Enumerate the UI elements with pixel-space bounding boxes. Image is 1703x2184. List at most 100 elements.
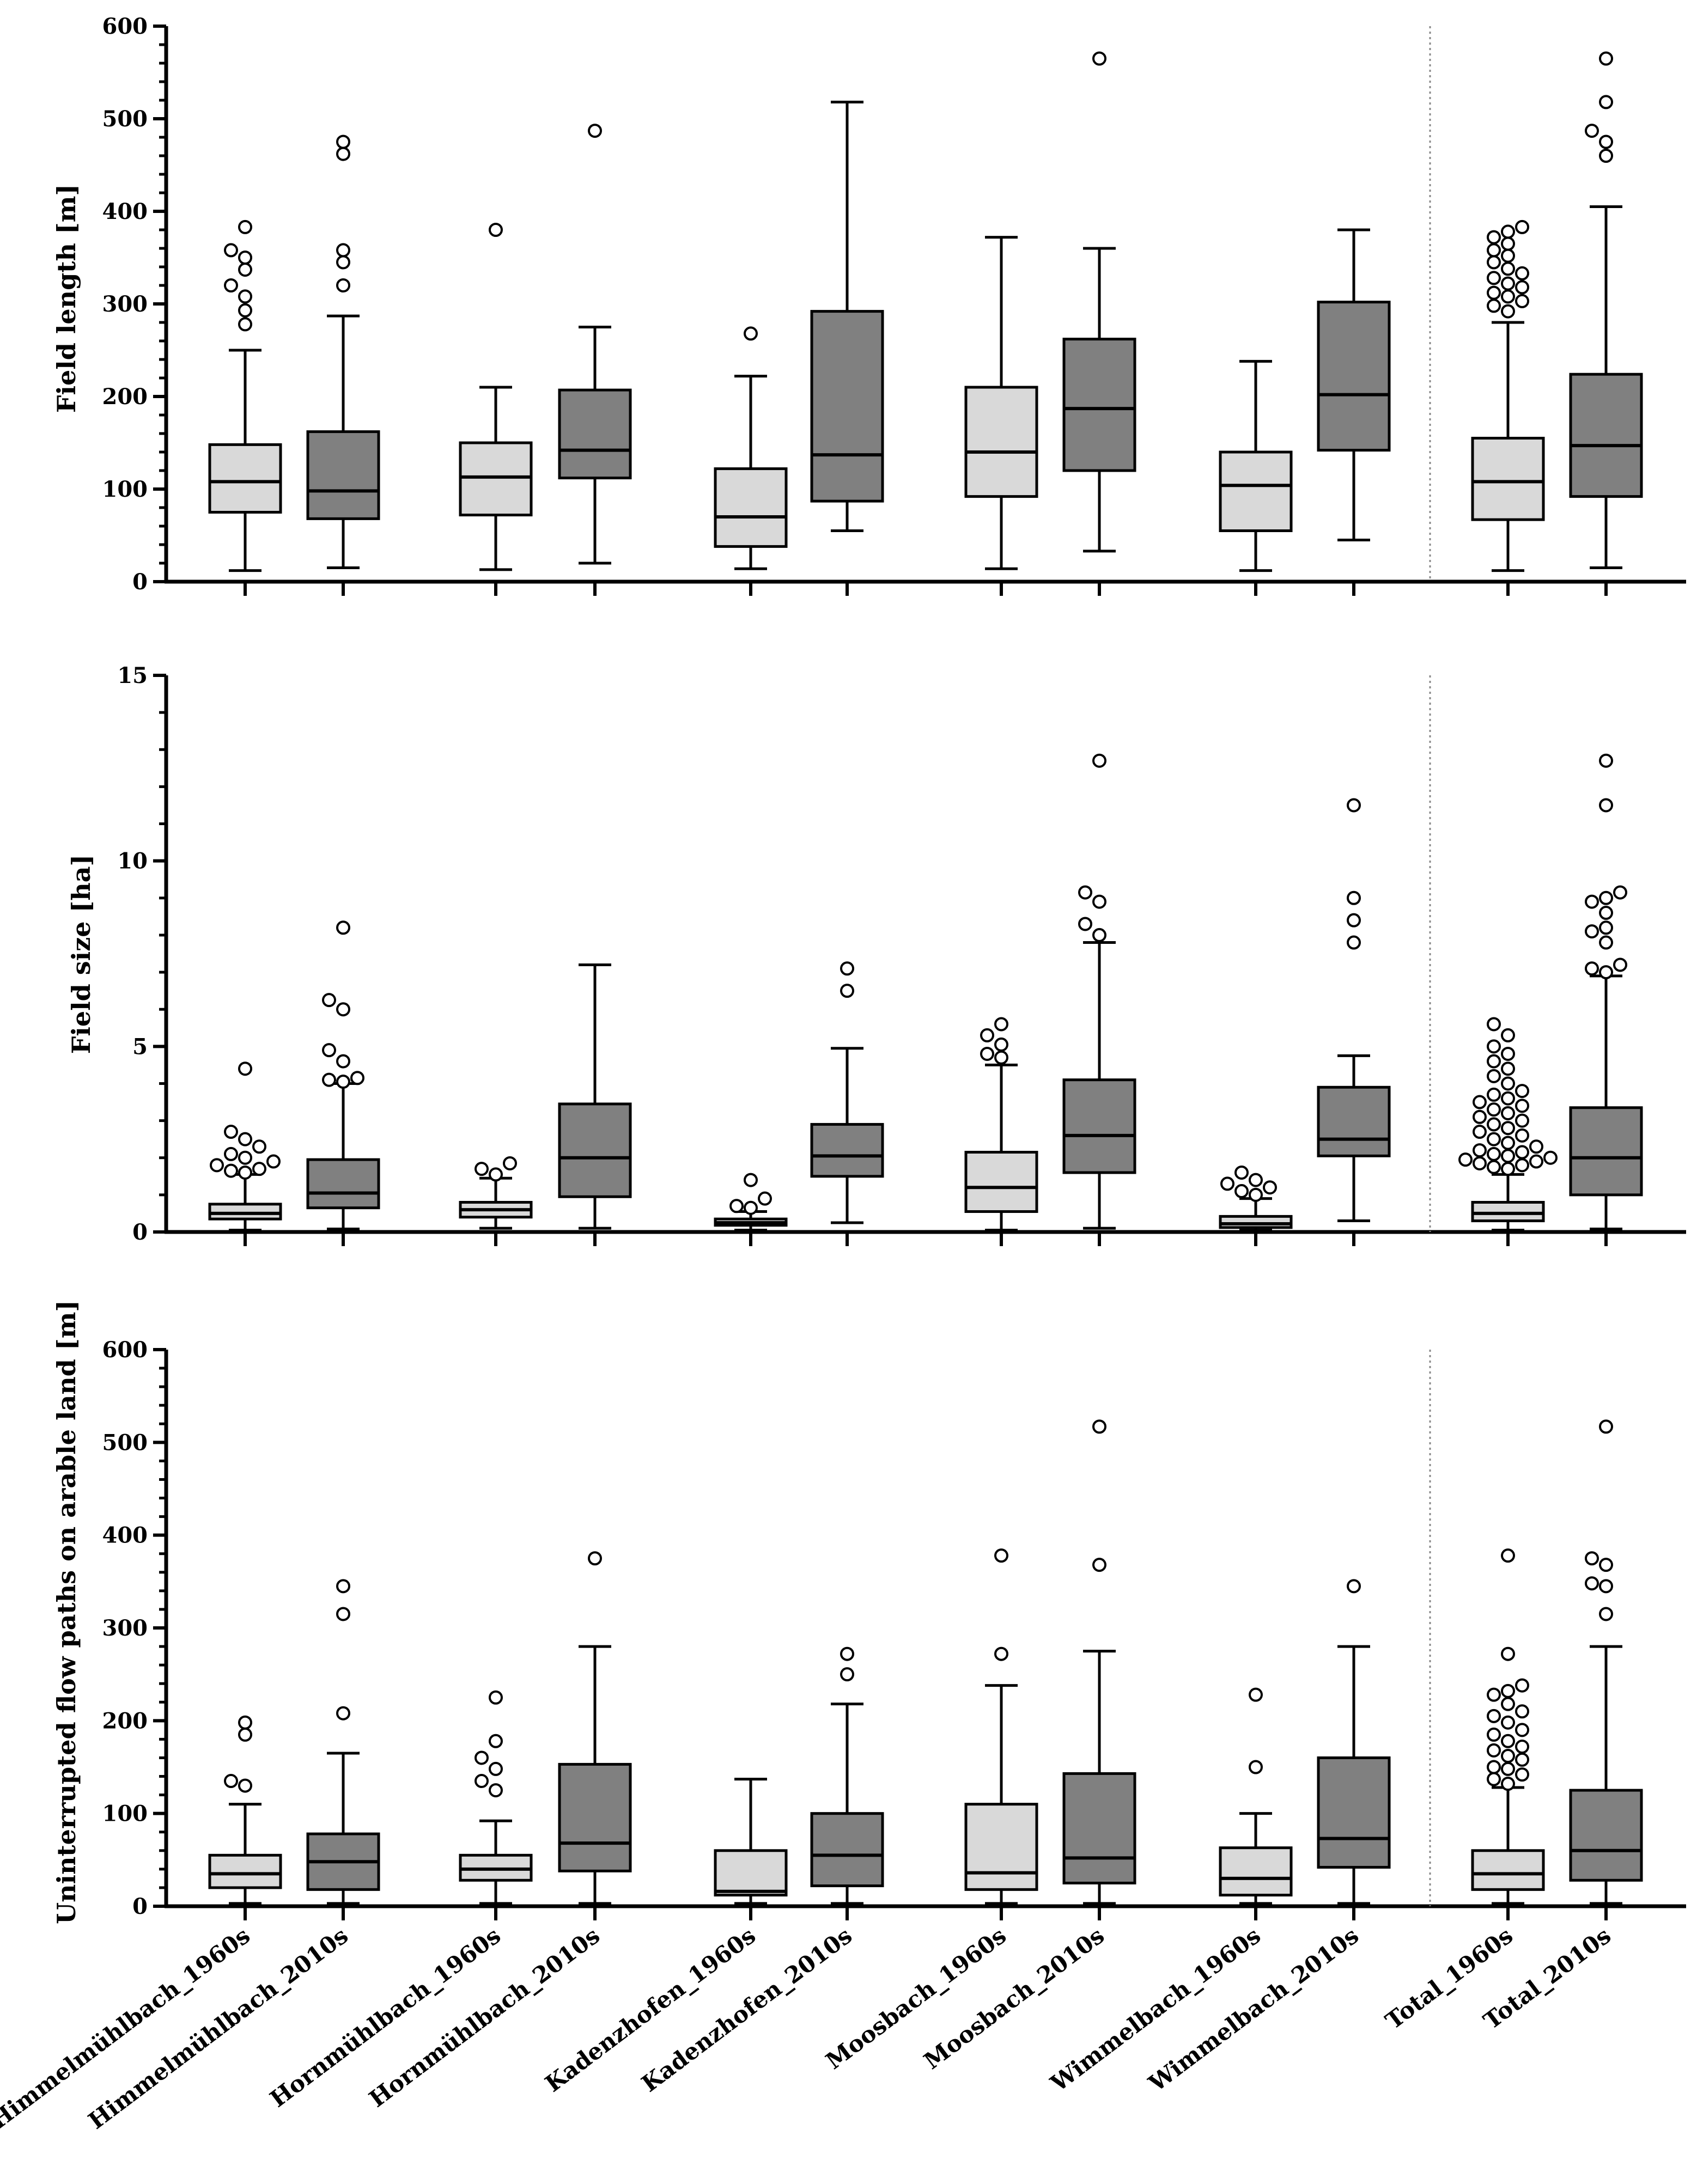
outlier-point <box>322 1072 336 1087</box>
outlier-point <box>336 255 350 270</box>
box-iqr <box>1471 437 1545 521</box>
outlier-point <box>1487 1117 1501 1132</box>
outlier-point <box>1599 1607 1613 1621</box>
y-tick-label: 0 <box>132 1894 148 1919</box>
outlier-point <box>1092 928 1106 942</box>
outlier-point <box>238 1150 252 1165</box>
outlier-point <box>336 1579 350 1594</box>
y-tick-label: 200 <box>102 1708 148 1734</box>
box-iqr <box>810 1812 884 1888</box>
outlier-point <box>1515 1113 1529 1128</box>
outlier-point <box>1220 1176 1234 1191</box>
outlier-point <box>1092 1419 1106 1434</box>
y-tick-label: 600 <box>102 14 148 39</box>
outlier-point <box>1092 894 1106 909</box>
outlier-point <box>729 1199 744 1213</box>
outlier-point <box>980 1046 994 1061</box>
box-iqr <box>558 1762 632 1872</box>
outlier-point <box>1501 1106 1515 1120</box>
outlier-point <box>1249 1687 1263 1702</box>
outlier-point <box>1487 1039 1501 1054</box>
outlier-point <box>1092 753 1106 768</box>
outlier-point <box>1515 1099 1529 1113</box>
box-iqr <box>1219 1215 1293 1229</box>
box-iqr <box>1062 338 1136 472</box>
outlier-point <box>238 251 252 265</box>
outlier-point <box>1487 255 1501 270</box>
outlier-point <box>1585 1551 1599 1566</box>
outlier-point <box>588 1551 602 1566</box>
outlier-point <box>1515 1752 1529 1767</box>
outlier-point <box>475 1774 489 1789</box>
outlier-point <box>503 1156 517 1170</box>
outlier-point <box>1347 1579 1361 1594</box>
box-iqr <box>964 1803 1038 1891</box>
outlier-point <box>1487 1017 1501 1032</box>
outlier-point <box>1585 1576 1599 1591</box>
outlier-point <box>252 1162 266 1176</box>
field-length-panel: Field length [m] 0 100 200 300 400 500 600 <box>52 14 1686 596</box>
outlier-point <box>1599 1419 1613 1434</box>
y-tick-label: 15 <box>117 663 148 688</box>
outlier-point <box>224 1146 238 1161</box>
y-tick-label: 10 <box>117 849 148 874</box>
outlier-point <box>1585 894 1599 909</box>
outlier-point <box>758 1191 772 1206</box>
outlier-point <box>210 1158 224 1173</box>
outlier-point <box>1487 230 1501 245</box>
outlier-point <box>1487 1743 1501 1758</box>
outlier-point <box>1473 1156 1487 1170</box>
outlier-point <box>1473 1143 1487 1158</box>
y-tick-label: 0 <box>132 569 148 595</box>
outlier-point <box>1473 1095 1487 1109</box>
y-tick-label: 300 <box>102 1615 148 1641</box>
outlier-point <box>252 1139 266 1154</box>
outlier-point <box>336 147 350 161</box>
box-iqr <box>208 1203 282 1221</box>
outlier-point <box>1078 885 1092 900</box>
box-iqr <box>810 310 884 503</box>
y-tick-label: 400 <box>102 199 148 224</box>
outlier-point <box>1458 1152 1473 1167</box>
outlier-point <box>1599 906 1613 920</box>
box-iqr <box>714 467 788 548</box>
box-iqr <box>1219 1846 1293 1897</box>
outlier-point <box>1501 1734 1515 1748</box>
outlier-point <box>1501 1749 1515 1764</box>
outlier-point <box>1501 1697 1515 1711</box>
outlier-point <box>994 1017 1008 1032</box>
outlier-point <box>1092 1558 1106 1572</box>
outlier-point <box>1249 1187 1263 1202</box>
outlier-point <box>1515 266 1529 280</box>
outlier-point <box>238 219 252 234</box>
outlier-point <box>994 1037 1008 1052</box>
outlier-point <box>1515 1158 1529 1173</box>
outlier-point <box>322 993 336 1008</box>
outlier-point <box>1599 51 1613 66</box>
outlier-point <box>1599 1558 1613 1572</box>
outlier-point <box>840 1646 854 1661</box>
outlier-point <box>1599 1579 1613 1594</box>
outlier-point <box>1515 1145 1529 1160</box>
outlier-point <box>489 1167 503 1182</box>
outlier-point <box>1613 957 1627 972</box>
outlier-point <box>744 1173 758 1187</box>
outlier-point <box>489 1690 503 1705</box>
outlier-point <box>238 317 252 332</box>
outlier-point <box>1515 1740 1529 1754</box>
outlier-point <box>336 243 350 258</box>
outlier-point <box>1585 924 1599 939</box>
outlier-point <box>1501 1062 1515 1076</box>
outlier-point <box>1515 1704 1529 1719</box>
outlier-point <box>238 1132 252 1146</box>
outlier-point <box>744 326 758 341</box>
field-size-panel: Field size [ha] 0 5 10 15 <box>66 663 1686 1246</box>
outlier-point <box>1501 1646 1515 1661</box>
outlier-point <box>224 278 238 292</box>
outlier-point <box>1487 1054 1501 1069</box>
box-iqr <box>1317 301 1391 452</box>
outlier-point <box>1585 124 1599 138</box>
box-iqr <box>1062 1772 1136 1884</box>
outlier-point <box>1515 1767 1529 1782</box>
